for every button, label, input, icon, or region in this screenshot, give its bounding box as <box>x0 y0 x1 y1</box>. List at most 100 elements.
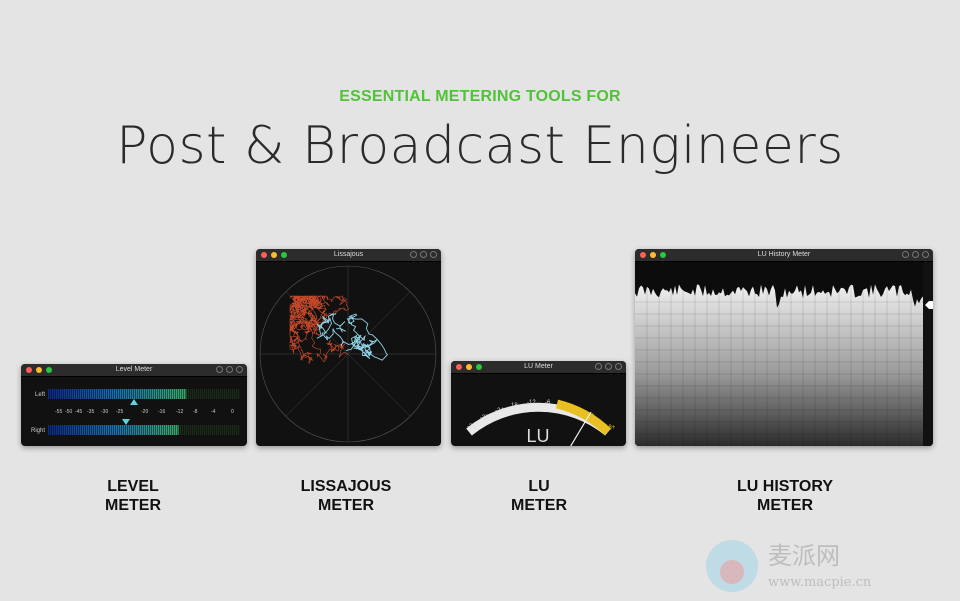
level-scale-tick: -12 <box>176 409 183 415</box>
left-meter-ticks <box>48 389 240 399</box>
level-scale: -55 -50 -45 -35 -30 -25 -20 -16 -12 -8 -4 0 <box>55 409 234 415</box>
level-scale-tick: -16 <box>158 409 165 415</box>
window-controls <box>26 367 52 373</box>
zoom-window-button[interactable] <box>476 364 482 370</box>
lu-needle <box>570 411 592 446</box>
zoom-window-button[interactable] <box>660 252 666 258</box>
label-line-2: METER <box>318 497 374 514</box>
level-scale-tick: -8 <box>193 409 198 415</box>
level-scale-tick: -50 <box>65 409 72 415</box>
window-title: Level Meter <box>115 366 153 373</box>
minimize-window-button[interactable] <box>36 367 42 373</box>
level-scale-tick: -25 <box>116 409 123 415</box>
zoom-window-button[interactable] <box>281 252 287 258</box>
lu-scale-tick: 18 <box>511 403 518 409</box>
lissajous-trace-cyan <box>316 313 388 361</box>
lu-history-sidebar <box>923 262 933 446</box>
window-title: LU History Meter <box>757 251 811 258</box>
lu-scale-tick: -12 <box>527 400 536 406</box>
minimize-window-button[interactable] <box>466 364 472 370</box>
window-controls <box>456 364 482 370</box>
label-line-2: METER <box>757 497 813 514</box>
label-line-1: LU HISTORY <box>736 478 833 495</box>
close-icon[interactable] <box>902 251 909 258</box>
lu-scale-tick: 0 <box>563 403 567 409</box>
close-icon[interactable] <box>410 251 417 258</box>
lissajous-titlebar: Lissajous <box>256 249 441 262</box>
minimize-window-button[interactable] <box>650 252 656 258</box>
settings-icon[interactable] <box>912 251 919 258</box>
lu-scale-tick: -30 <box>480 415 489 421</box>
label-line-2: METER <box>105 497 161 514</box>
level-scale-tick: -55 <box>55 409 62 415</box>
lu-scale-tick: -24 <box>495 408 504 414</box>
level-scale-tick: -35 <box>87 409 94 415</box>
level-scale-tick: -4 <box>211 409 216 415</box>
lissajous-window: Lissajous <box>256 249 441 446</box>
label-lu-meter: LU METER <box>479 477 599 515</box>
window-controls <box>261 252 287 258</box>
lu-scale-tick: 6 <box>591 414 595 420</box>
lu-scale-tick: 18+ <box>605 425 616 431</box>
label-line-1: LISSAJOUS <box>300 478 392 495</box>
level-scale-tick: -20 <box>141 409 148 415</box>
lu-history-marker-icon[interactable] <box>925 301 933 309</box>
lu-scale-tick: -36 <box>467 424 476 430</box>
window-title: LU Meter <box>524 363 553 370</box>
level-meter-display: Left Right -55 -50 -45 -35 -30 -25 -20 -16 -12 -8… <box>31 389 240 435</box>
close-icon[interactable] <box>595 363 602 370</box>
lu-meter-window: LU Meter -36 -30 -24 18 -12 -6 0 6 18+ LU <box>451 361 626 446</box>
lu-center-label: LU <box>526 426 549 446</box>
right-channel-label: Right <box>31 428 45 434</box>
right-meter-ticks <box>48 425 240 435</box>
left-peak-marker <box>130 399 138 405</box>
main-headline: Post & Broadcast Engineers <box>116 116 844 176</box>
info-icon[interactable] <box>236 366 243 373</box>
eyebrow-heading: ESSENTIAL METERING TOOLS FOR <box>339 88 621 105</box>
label-line-1: LU <box>528 478 550 495</box>
info-icon[interactable] <box>615 363 622 370</box>
lu-history-titlebar: LU History Meter <box>635 249 933 262</box>
left-channel-label: Left <box>35 392 45 398</box>
lu-meter-display: -36 -30 -24 18 -12 -6 0 6 18+ LU <box>466 399 616 446</box>
level-scale-tick: -45 <box>75 409 82 415</box>
label-lissajous-meter: LISSAJOUS METER <box>286 477 406 515</box>
level-scale-tick: -30 <box>101 409 108 415</box>
close-window-button[interactable] <box>456 364 462 370</box>
level-scale-tick: 0 <box>231 409 234 415</box>
window-controls <box>640 252 666 258</box>
window-title: Lissajous <box>333 251 364 258</box>
close-window-button[interactable] <box>26 367 32 373</box>
lissajous-diag-2 <box>285 291 411 417</box>
lissajous-trace-red <box>289 295 350 364</box>
level-meter-window: Level Meter Left Right -55 -50 -45 -35 -30 -2… <box>21 364 247 446</box>
close-window-button[interactable] <box>640 252 646 258</box>
lu-history-window: LU History Meter <box>635 249 933 446</box>
lissajous-display <box>259 265 437 443</box>
info-icon[interactable] <box>430 251 437 258</box>
close-icon[interactable] <box>216 366 223 373</box>
lu-scale-tick: -6 <box>545 400 551 406</box>
lu-meter-titlebar: LU Meter <box>451 361 626 374</box>
close-window-button[interactable] <box>261 252 267 258</box>
zoom-window-button[interactable] <box>46 367 52 373</box>
watermark-url: www.macpie.cn <box>768 575 872 590</box>
play-icon[interactable] <box>420 251 427 258</box>
label-lu-history-meter: LU HISTORY METER <box>705 477 865 515</box>
lu-arc-target <box>555 399 612 436</box>
lu-history-grid <box>635 282 923 446</box>
level-meter-titlebar: Level Meter <box>21 364 247 377</box>
lu-scale: -36 -30 -24 18 -12 -6 0 6 18+ <box>467 400 616 431</box>
info-icon[interactable] <box>922 251 929 258</box>
settings-icon[interactable] <box>226 366 233 373</box>
label-line-1: LEVEL <box>107 478 159 495</box>
minimize-window-button[interactable] <box>271 252 277 258</box>
lu-history-display <box>635 262 933 446</box>
label-line-2: METER <box>511 497 567 514</box>
watermark-name: 麦派网 <box>768 542 840 570</box>
settings-icon[interactable] <box>605 363 612 370</box>
lu-history-fill <box>635 284 923 446</box>
right-peak-marker <box>122 419 130 425</box>
label-level-meter: LEVEL METER <box>73 477 193 515</box>
watermark: 麦派网 www.macpie.cn <box>698 536 938 596</box>
